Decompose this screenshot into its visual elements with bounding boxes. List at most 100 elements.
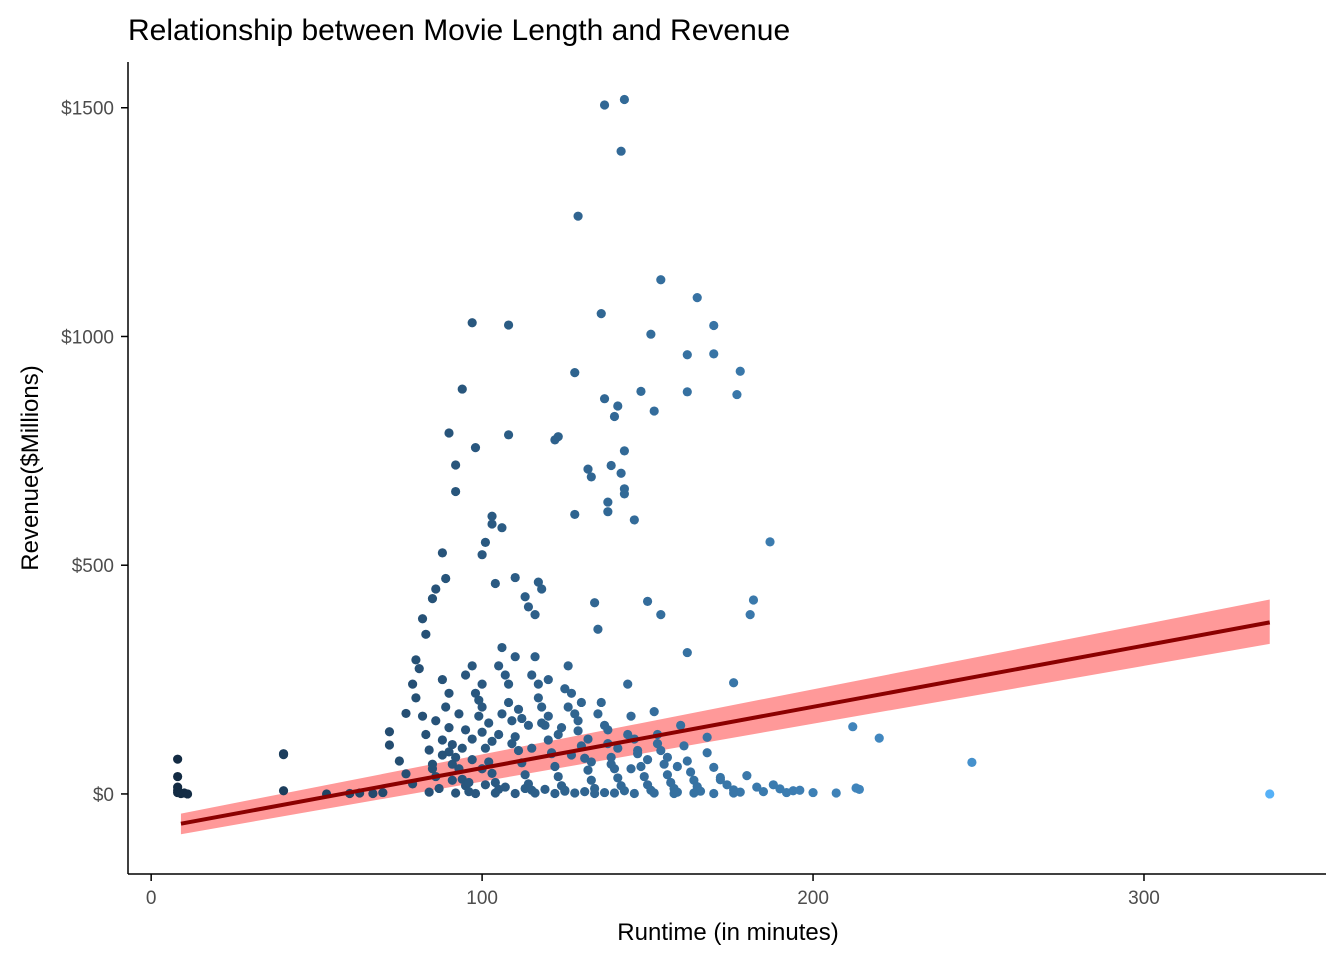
data-point [649,707,659,717]
data-point [408,679,418,689]
data-point [543,674,553,685]
chart-title: Relationship between Movie Length and Re… [128,14,790,47]
data-point [487,736,497,746]
data-point [573,726,583,736]
data-point [451,788,461,798]
data-point [533,577,543,587]
x-tick-label: 200 [797,888,829,909]
data-point [642,596,653,606]
data-point [649,788,659,798]
data-point [672,761,682,772]
y-tick-label: $0 [93,785,114,806]
data-point [497,709,507,719]
data-point [732,389,742,400]
data-point [467,318,477,328]
data-point [619,786,630,796]
data-point [768,780,778,790]
data-point [417,614,428,624]
data-point [484,718,494,728]
data-point [173,771,183,782]
data-point [510,732,520,742]
data-point [556,723,567,733]
data-point [480,537,491,547]
data-point [748,595,759,605]
data-point [477,550,487,560]
data-point [513,704,524,714]
data-point [447,775,457,785]
data-point [606,460,616,471]
data-point [523,602,534,612]
data-point [652,739,663,749]
data-point [636,386,646,396]
data-point [444,723,454,733]
data-point [451,460,461,470]
data-point [457,743,467,753]
data-point [851,783,861,793]
y-tick-label: $1500 [61,99,114,120]
data-point [503,697,514,708]
data-point [613,773,623,783]
data-point [580,787,590,797]
data-point [437,735,447,745]
confidence-band-layer [180,599,1270,835]
data-point [550,435,560,445]
data-point [537,718,547,728]
data-point [401,769,411,779]
data-point [503,320,514,330]
data-point [659,759,669,769]
data-point [530,788,540,798]
data-point [639,771,649,782]
regression-line-layer [180,620,1271,826]
data-point [378,787,388,798]
data-point [477,727,487,737]
data-point [709,788,719,799]
data-point [530,610,540,620]
data-point [500,670,510,680]
data-point [593,624,603,634]
data-point [490,578,500,589]
data-point [444,688,454,698]
data-point [1265,789,1275,799]
data-point [460,670,471,680]
data-point [414,663,424,674]
data-point [629,515,639,525]
data-point [490,777,500,788]
data-point [503,679,514,689]
data-point [752,782,762,792]
data-point [586,757,596,767]
data-point [467,661,477,671]
data-point [709,320,719,331]
data-point [629,788,639,799]
data-point [513,745,524,756]
y-tick-label: $1000 [61,327,114,348]
data-point [411,693,421,703]
data-point [467,755,477,765]
scatter-points [173,94,1275,799]
data-point [603,725,613,735]
data-point [619,94,630,105]
data-point [437,674,447,685]
data-point [527,670,537,680]
x-tick-label: 100 [466,888,498,909]
data-point [437,548,447,558]
data-point [487,768,497,778]
data-point [520,592,530,602]
data-point [599,787,610,798]
data-point [470,688,481,698]
data-point [523,720,534,730]
data-point [603,497,613,507]
data-point [563,702,573,712]
data-point [709,762,719,773]
data-point [593,709,603,719]
data-point [566,688,577,698]
data-point [609,411,620,422]
data-point [599,100,610,110]
data-point [689,788,699,798]
data-point [494,729,504,740]
data-point [460,725,471,735]
data-point [553,729,563,740]
data-point [606,752,616,762]
data-point [527,743,537,753]
data-point [646,329,656,339]
